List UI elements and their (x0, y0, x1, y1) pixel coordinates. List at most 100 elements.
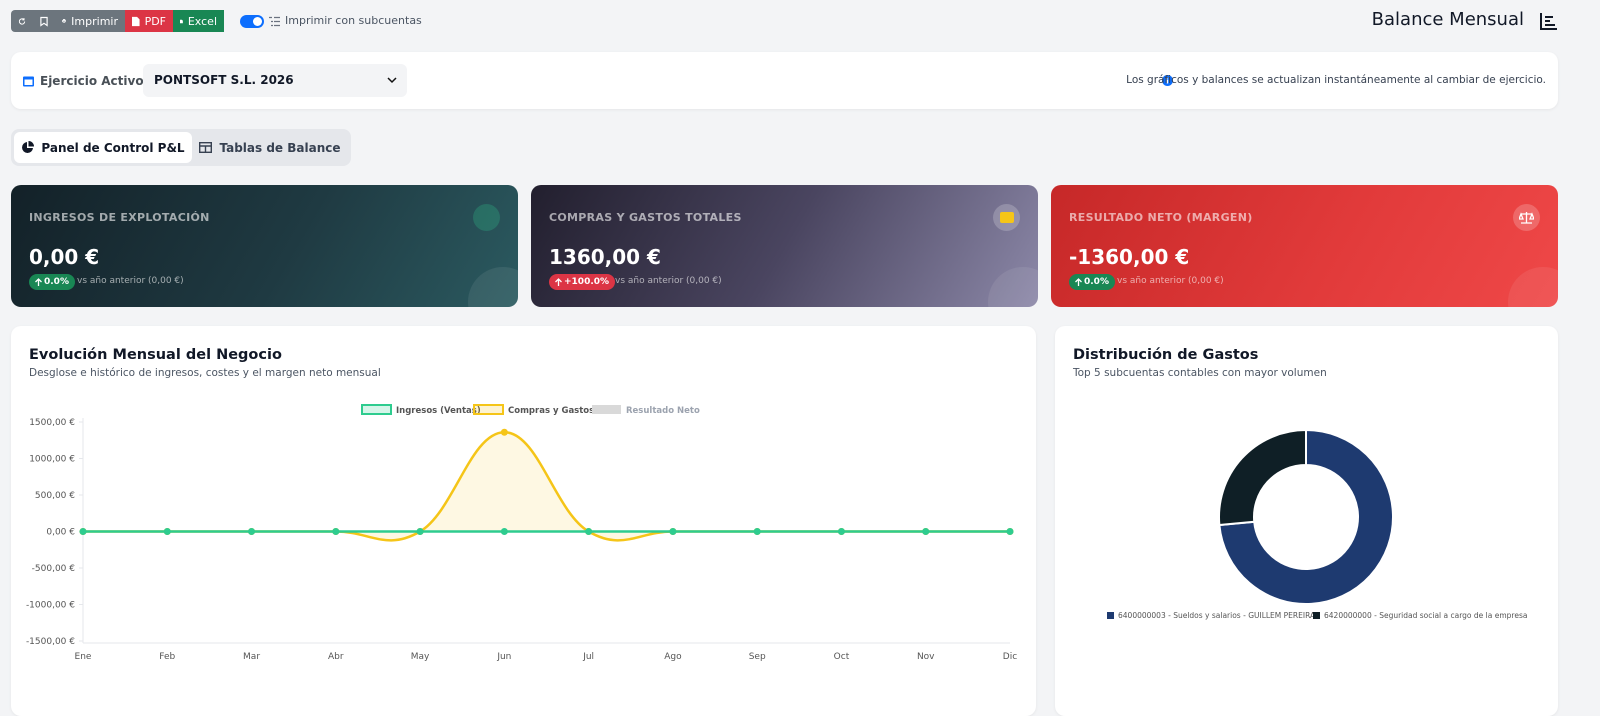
kpi-value: 0,00 € (29, 245, 100, 269)
kpi-icon (1513, 204, 1540, 231)
toggle-switch[interactable] (240, 15, 264, 28)
point (332, 528, 340, 535)
table-icon (199, 142, 213, 153)
bookmark-button[interactable] (33, 10, 55, 32)
point (1006, 528, 1014, 535)
x-tick-label: Feb (159, 652, 175, 662)
year-select-value: PONTSOFT S.L. 2026 (154, 73, 294, 87)
pie-chart-card (1055, 326, 1558, 716)
kpi-badge-text: 0.0% (44, 277, 69, 287)
chart-title: Distribución de Gastos (1073, 347, 1258, 363)
excel-label: Excel (187, 14, 217, 28)
legend-label: 6400000003 - Sueldos y salarios - GUILLE… (1118, 611, 1316, 620)
arrow-up-icon (1075, 278, 1082, 286)
print-icon (62, 19, 67, 24)
charts: Evolución Mensual del Negocio Desglose e… (26, 347, 1528, 662)
refresh-button[interactable] (11, 10, 33, 32)
legend-swatch (473, 404, 504, 415)
x-tick-label: Sep (749, 652, 766, 662)
kpi-title: RESULTADO NETO (MARGEN) (1069, 211, 1253, 224)
arrow-up-icon (555, 278, 562, 286)
excel-button[interactable]: Excel (173, 10, 224, 32)
list-icon (269, 16, 280, 27)
tab-label: Panel de Control P&L (41, 140, 185, 155)
tab[interactable]: Tablas de Balance (192, 132, 348, 163)
chart-subtitle: Top 5 subcuentas contables con mayor vol… (1072, 367, 1327, 379)
y-tick-label: 0,00 € (46, 528, 75, 538)
point (248, 528, 256, 535)
kpi-comparison: vs año anterior (0,00 €) (1117, 276, 1224, 286)
x-tick-label: Mar (243, 652, 260, 662)
point (753, 528, 761, 535)
legend-swatch (592, 405, 621, 414)
print-button[interactable]: Imprimir (55, 10, 125, 32)
point (837, 528, 845, 535)
legend-swatch (361, 404, 392, 415)
pdf-button[interactable]: PDF (125, 10, 173, 32)
kpi-comparison: vs año anterior (0,00 €) (615, 276, 722, 286)
arrow-up-icon (35, 278, 42, 286)
kpi-card: RESULTADO NETO (MARGEN) -1360,00 € 0.0% … (1051, 185, 1558, 307)
point (922, 528, 930, 535)
kpi-title: INGRESOS DE EXPLOTACIÓN (29, 211, 210, 224)
point (500, 428, 508, 436)
point (669, 528, 677, 535)
point (416, 528, 424, 535)
chart-title: Evolución Mensual del Negocio (29, 347, 282, 363)
x-tick-label: Jul (582, 652, 594, 662)
tab-active[interactable]: Panel de Control P&L (14, 132, 192, 163)
point (500, 528, 508, 535)
kpi-icon (473, 204, 500, 231)
page-title: Balance Mensual (1371, 9, 1524, 30)
x-tick-label: Ago (664, 652, 682, 662)
legend-swatch (1313, 612, 1320, 619)
filter-info: Los gráficos y balances se actualizan in… (1126, 74, 1546, 86)
kpi-badge: +100.0% (549, 274, 616, 290)
kpi-card: COMPRAS Y GASTOS TOTALES 1360,00 € +100.… (531, 185, 1038, 307)
page: { "toolbar": {"print": "Imprimir", "pdf"… (11, 9, 1558, 716)
y-tick-label: 500,00 € (35, 491, 75, 501)
kpi-card: INGRESOS DE EXPLOTACIÓN 0,00 € 0.0% vs a… (11, 185, 518, 307)
kpi-badge: 0.0% (29, 274, 75, 290)
donut-segment (1218, 428, 1394, 605)
donut-segment (1218, 428, 1307, 527)
x-tick-label: Abr (328, 652, 344, 662)
legend-label: Ingresos (Ventas) (396, 406, 481, 416)
kpi-badge-text: +100.0% (564, 277, 610, 287)
pie-icon (22, 141, 35, 153)
x-tick-label: Nov (917, 652, 935, 662)
point (163, 528, 171, 535)
filter-label: Ejercicio Activo: (40, 74, 149, 88)
x-tick-label: Dic (1003, 652, 1017, 662)
legend-label: 6420000000 - Seguridad social a cargo de… (1324, 611, 1527, 620)
legend-swatch (1107, 612, 1114, 619)
scale-icon (1519, 212, 1534, 224)
y-tick-label: 1000,00 € (29, 455, 75, 465)
kpi-title: COMPRAS Y GASTOS TOTALES (549, 211, 742, 224)
year-select[interactable]: PONTSOFT S.L. 2026 (143, 64, 407, 97)
kpi-value: 1360,00 € (549, 245, 661, 269)
excel-icon (180, 19, 183, 23)
area (83, 432, 1010, 541)
bookmark-icon (40, 16, 48, 27)
chevron-icon (387, 77, 397, 84)
legend-label: Compras y Gastos (508, 406, 594, 416)
chart-icon (1540, 13, 1557, 30)
x-tick-label: Oct (834, 652, 850, 662)
point (585, 528, 593, 535)
pdf-icon (132, 16, 140, 26)
legend-label: Resultado Neto (626, 406, 700, 416)
x-tick-label: Jun (496, 652, 511, 662)
pdf-label: PDF (144, 14, 166, 28)
info-icon (1162, 75, 1173, 86)
point (79, 528, 87, 535)
chart-subtitle: Desglose e histórico de ingresos, costes… (29, 367, 381, 379)
calendar-icon (23, 76, 34, 87)
wallet-icon (999, 212, 1014, 223)
x-tick-label: Ene (75, 652, 92, 662)
line-chart-card (11, 326, 1036, 716)
kpi-icon (993, 204, 1020, 231)
refresh-icon (18, 17, 26, 25)
toggle-knob (253, 17, 262, 26)
y-tick-label: -500,00 € (32, 564, 76, 574)
